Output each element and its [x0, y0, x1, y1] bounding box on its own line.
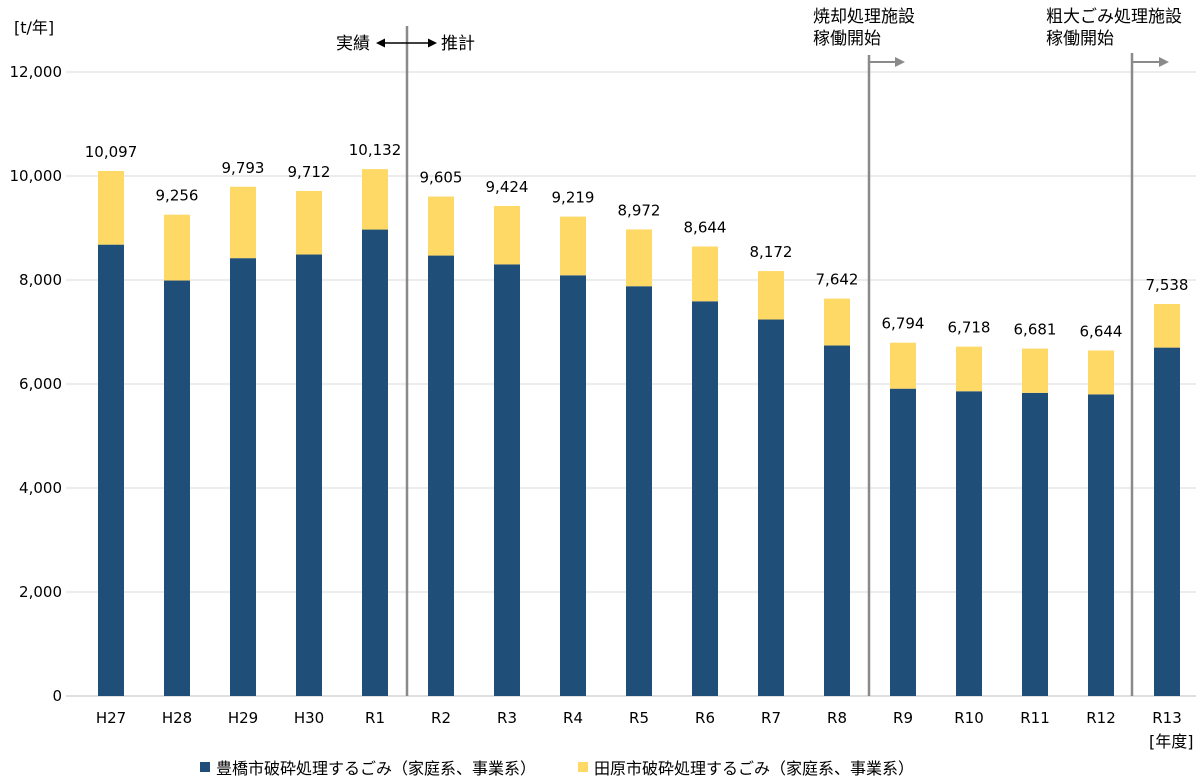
legend: 豊橋市破砕処理するごみ（家庭系、事業系） 田原市破砕処理するごみ（家庭系、事業系… — [200, 756, 956, 778]
x-tick-label: R4 — [563, 709, 583, 727]
x-tick-label: H29 — [228, 709, 258, 727]
incineration-label-line2: 稼働開始 — [813, 29, 881, 49]
bar-segment-toyohashi — [1022, 392, 1048, 696]
bar-segment-tahara — [428, 196, 454, 256]
bar-segment-toyohashi — [230, 258, 256, 696]
legend-item-tahara: 田原市破砕処理するごみ（家庭系、事業系） — [578, 755, 914, 779]
total-label: 9,605 — [420, 169, 463, 187]
bar-segment-toyohashi — [1154, 347, 1180, 696]
bar-segment-toyohashi — [692, 301, 718, 696]
bar-segment-tahara — [956, 346, 982, 392]
bar-segment-tahara — [164, 214, 190, 281]
bar-segment-toyohashi — [1088, 394, 1114, 696]
legend-swatch-tahara — [578, 762, 589, 772]
bar-segment-toyohashi — [494, 264, 520, 696]
x-tick-label: R6 — [695, 709, 715, 727]
bar-segment-toyohashi — [890, 388, 916, 696]
y-axis-unit: [t/年] — [14, 18, 54, 37]
total-data-labels: 10,097 9,256 9,793 9,712 10,132 9,605 9,424 9,2… — [85, 141, 1189, 340]
total-label: 9,256 — [156, 187, 199, 205]
total-label: 6,681 — [1014, 321, 1057, 339]
x-tick-label: H27 — [96, 709, 126, 727]
bar-segment-tahara — [1154, 304, 1180, 348]
x-tick-label: R12 — [1086, 709, 1116, 727]
legend-item-toyohashi: 豊橋市破砕処理するごみ（家庭系、事業系） — [200, 755, 536, 779]
total-label: 9,712 — [288, 163, 331, 181]
total-label: 7,642 — [816, 271, 859, 289]
bar-segment-toyohashi — [428, 255, 454, 696]
bars — [98, 169, 1180, 696]
y-tick-label: 8,000 — [19, 271, 62, 289]
total-label: 8,644 — [684, 219, 727, 237]
stacked-bar-chart: 0 2,000 4,000 6,000 8,000 10,000 12,000 10,097… — [10, 7, 1196, 750]
bar-segment-toyohashi — [362, 229, 388, 696]
total-label: 10,132 — [349, 141, 402, 159]
total-label: 10,097 — [85, 143, 138, 161]
bar-segment-tahara — [362, 169, 388, 230]
bar-segment-tahara — [494, 205, 520, 265]
estimate-label: 推計 — [441, 34, 475, 54]
x-tick-label: R2 — [431, 709, 451, 727]
x-tick-label: R11 — [1020, 709, 1050, 727]
total-label: 9,793 — [222, 159, 265, 177]
x-tick-label: H30 — [294, 709, 324, 727]
bar-segment-toyohashi — [164, 280, 190, 696]
bulky-waste-label-line1: 粗大ごみ処理施設 — [1046, 7, 1182, 27]
bar-segment-toyohashi — [626, 286, 652, 696]
y-axis-ticks: 0 2,000 4,000 6,000 8,000 10,000 12,000 — [10, 63, 63, 705]
x-tick-label: R9 — [893, 709, 913, 727]
total-label: 6,718 — [948, 319, 991, 337]
x-axis-ticks: H27 H28 H29 H30 R1 R2 R3 R4 R5 R6 R7 R8 R9 R10 R11 R12 R… — [96, 709, 1182, 727]
y-tick-label: 12,000 — [10, 63, 63, 81]
x-tick-label: R7 — [761, 709, 781, 727]
bar-segment-toyohashi — [98, 244, 124, 696]
y-tick-label: 0 — [52, 687, 62, 705]
total-label: 9,219 — [552, 189, 595, 207]
total-label: 7,538 — [1146, 276, 1189, 294]
x-tick-label: R5 — [629, 709, 649, 727]
y-tick-label: 10,000 — [10, 167, 63, 185]
legend-label-tahara: 田原市破砕処理するごみ（家庭系、事業系） — [594, 759, 915, 778]
x-tick-label: R13 — [1152, 709, 1182, 727]
y-tick-label: 6,000 — [19, 375, 62, 393]
total-label: 9,424 — [486, 178, 529, 196]
legend-swatch-toyohashi — [200, 762, 210, 772]
total-label: 8,972 — [618, 201, 661, 219]
bar-segment-tahara — [230, 186, 256, 259]
bar-segment-toyohashi — [758, 319, 784, 696]
x-tick-label: R8 — [827, 709, 847, 727]
bar-segment-tahara — [296, 190, 322, 255]
total-label: 8,172 — [750, 243, 793, 261]
total-label: 6,794 — [882, 315, 925, 333]
bar-segment-tahara — [560, 216, 586, 276]
bar-segment-tahara — [692, 246, 718, 302]
total-label: 6,644 — [1080, 323, 1123, 341]
bar-segment-tahara — [98, 170, 124, 245]
right-arrow-icon — [1132, 57, 1169, 67]
x-tick-label: R1 — [365, 709, 385, 727]
x-axis-unit: [年度] — [1149, 732, 1194, 750]
bulky-waste-label-line2: 稼働開始 — [1046, 29, 1114, 49]
right-arrow-icon — [869, 57, 905, 67]
bar-segment-tahara — [824, 298, 850, 346]
x-tick-label: H28 — [162, 709, 192, 727]
legend-label-toyohashi: 豊橋市破砕処理するごみ（家庭系、事業系） — [216, 759, 537, 778]
bar-segment-toyohashi — [824, 345, 850, 696]
actual-label: 実績 — [336, 34, 370, 54]
bar-segment-toyohashi — [560, 275, 586, 696]
bar-segment-toyohashi — [956, 391, 982, 696]
bar-segment-tahara — [758, 271, 784, 320]
x-tick-label: R10 — [954, 709, 984, 727]
double-arrow-icon — [376, 38, 437, 48]
bar-segment-tahara — [890, 342, 916, 389]
bar-segment-tahara — [1088, 350, 1114, 395]
y-tick-label: 2,000 — [19, 583, 62, 601]
bar-segment-toyohashi — [296, 254, 322, 696]
y-tick-label: 4,000 — [19, 479, 62, 497]
bar-segment-tahara — [1022, 348, 1048, 393]
x-tick-label: R3 — [497, 709, 517, 727]
incineration-label-line1: 焼却処理施設 — [813, 7, 915, 27]
bar-segment-tahara — [626, 229, 652, 287]
